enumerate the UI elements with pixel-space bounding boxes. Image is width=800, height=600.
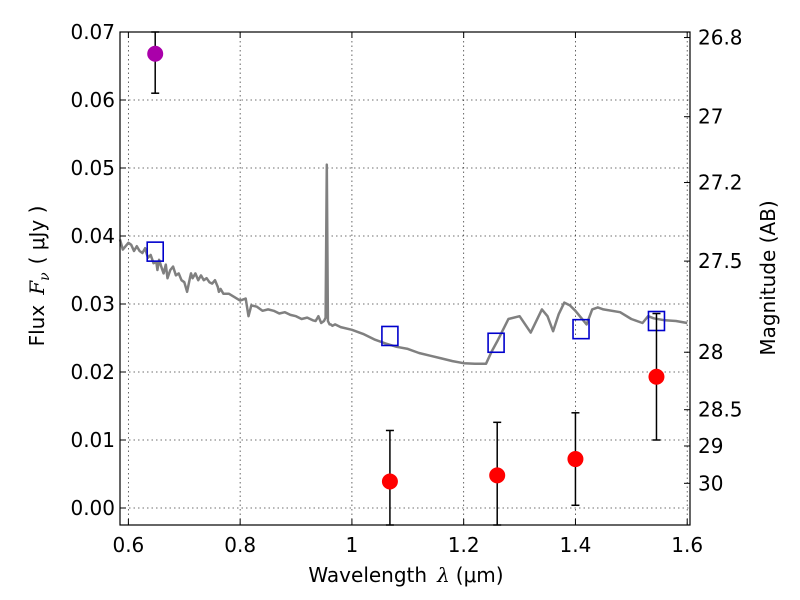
y-tick-label: 0.05 xyxy=(70,156,115,180)
y-axis-subscript: ν xyxy=(37,272,53,281)
x-tick-label: 1.6 xyxy=(671,533,703,557)
observed-point xyxy=(648,368,665,385)
y2-tick-label: 27.5 xyxy=(698,249,743,273)
y-tick-label: 0.04 xyxy=(70,224,115,248)
x-axis-symbol: λ xyxy=(436,563,450,587)
y2-tick-label: 30 xyxy=(698,471,723,495)
y-tick-label: 0.00 xyxy=(70,496,115,520)
spectrum-line-group xyxy=(118,163,688,366)
x-axis-label: Wavelength λ (μm) xyxy=(308,563,503,587)
y2-tick-label: 26.8 xyxy=(698,26,743,50)
observed-point xyxy=(147,45,164,62)
y-tick-label: 0.06 xyxy=(70,88,115,112)
x-tick-label: 1 xyxy=(346,533,359,557)
y-axis-symbol: F xyxy=(25,280,49,296)
x-tick-label: 0.6 xyxy=(112,533,144,557)
observed-point xyxy=(567,451,584,468)
y-tick-label: 0.03 xyxy=(70,292,115,316)
y-tick-label: 0.01 xyxy=(70,428,115,452)
x-tick-label: 1.4 xyxy=(560,533,592,557)
x-axis-unit: (μm) xyxy=(456,563,504,587)
y-axis-unit: ( μJy ) xyxy=(25,206,49,265)
x-axis-title: Wavelength xyxy=(308,563,427,587)
y2-tick-label: 28 xyxy=(698,340,723,364)
spectrum-line xyxy=(118,163,688,366)
markers xyxy=(146,31,666,526)
x-tick-label: 0.8 xyxy=(224,533,256,557)
y2-tick-label: 27.2 xyxy=(698,171,743,195)
observed-point xyxy=(489,467,506,484)
observed-point xyxy=(381,473,398,490)
x-tick-label: 1.2 xyxy=(448,533,480,557)
y-axis-title: Flux xyxy=(25,305,49,347)
model-square-marker xyxy=(146,241,165,262)
y2-tick-label: 29 xyxy=(698,434,723,458)
y-tick-label: 0.02 xyxy=(70,360,115,384)
y2-tick-label: 27 xyxy=(698,105,723,129)
model-square-marker xyxy=(381,325,399,347)
y2-tick-label: 28.5 xyxy=(698,398,743,422)
y-axis-label: Flux Fν ( μJy ) xyxy=(25,206,53,347)
model-square-marker xyxy=(572,318,590,340)
plot-frame xyxy=(119,31,691,526)
ticks: 0.6 0.8 1 1.2 1.4 1.6 0.00 0.01 0.02 0.03 0.04 0.05… xyxy=(70,20,742,557)
model-square-marker xyxy=(487,332,505,354)
y2-axis-label: Magnitude (AB) xyxy=(756,200,780,355)
y-tick-label: 0.07 xyxy=(70,20,115,44)
